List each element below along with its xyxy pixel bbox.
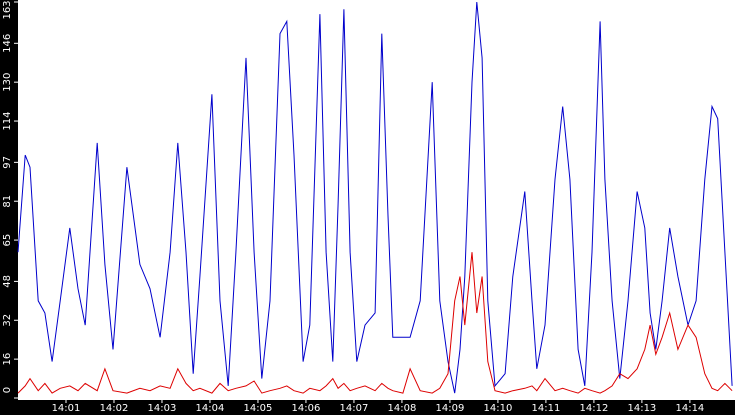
- x-tick-label: 14:05: [244, 403, 273, 414]
- x-tick-label: 14:01: [52, 403, 81, 414]
- y-tick-label: 32: [2, 314, 13, 327]
- x-tick-label: 14:04: [196, 403, 225, 414]
- x-tick-label: 14:14: [675, 403, 704, 414]
- x-tick-label: 14:07: [340, 403, 369, 414]
- x-tick-label: 14:13: [627, 403, 656, 414]
- plot-area: [18, 0, 735, 400]
- y-tick-label: 146: [2, 34, 13, 53]
- series-line: [17, 1, 733, 394]
- x-tick-label: 14:03: [148, 403, 177, 414]
- y-tick-label: 97: [2, 156, 13, 169]
- y-tick-label: 163: [2, 0, 13, 19]
- y-tick-label: 16: [2, 353, 13, 366]
- x-tick-label: 14:12: [579, 403, 608, 414]
- x-tick-label: 14:11: [531, 403, 560, 414]
- x-tick-label: 14:08: [388, 403, 417, 414]
- y-tick-label: 65: [2, 234, 13, 247]
- y-tick-label: 130: [2, 73, 13, 92]
- series-line: [17, 252, 733, 394]
- y-tick-label: 114: [2, 111, 13, 130]
- x-tick-label: 14:10: [484, 403, 513, 414]
- x-tick-label: 14:06: [292, 403, 321, 414]
- x-tick-label: 14:09: [436, 403, 465, 414]
- x-tick-label: 14:02: [100, 403, 129, 414]
- y-tick-label: 48: [2, 275, 13, 288]
- y-tick-label: 81: [2, 195, 13, 208]
- y-tick-label: 0: [2, 387, 13, 393]
